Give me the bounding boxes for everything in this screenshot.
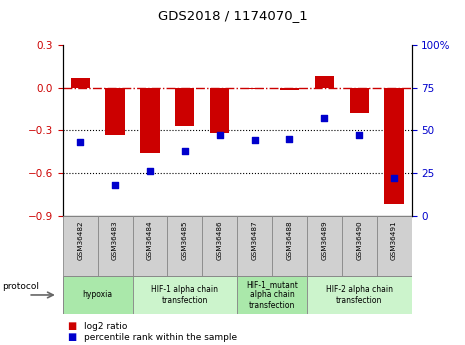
Bar bbox=[237, 216, 272, 276]
Bar bbox=[63, 216, 98, 276]
Text: percentile rank within the sample: percentile rank within the sample bbox=[84, 333, 237, 342]
Text: HIF-1 alpha chain
transfection: HIF-1 alpha chain transfection bbox=[151, 285, 219, 305]
Bar bbox=[133, 276, 237, 314]
Point bbox=[390, 175, 398, 181]
Text: ■: ■ bbox=[67, 333, 77, 342]
Text: GSM36485: GSM36485 bbox=[182, 220, 188, 260]
Text: GSM36483: GSM36483 bbox=[112, 220, 118, 260]
Bar bbox=[342, 216, 377, 276]
Text: GDS2018 / 1174070_1: GDS2018 / 1174070_1 bbox=[158, 9, 307, 22]
Bar bbox=[307, 276, 412, 314]
Bar bbox=[385, 88, 404, 204]
Bar bbox=[71, 78, 90, 88]
Bar bbox=[106, 88, 125, 135]
Text: protocol: protocol bbox=[2, 282, 40, 291]
Bar bbox=[140, 88, 159, 153]
Bar bbox=[245, 88, 264, 89]
Point bbox=[111, 182, 119, 188]
Bar bbox=[237, 276, 307, 314]
Text: GSM36490: GSM36490 bbox=[356, 220, 362, 260]
Text: HIF-1_mutant
alpha chain
transfection: HIF-1_mutant alpha chain transfection bbox=[246, 280, 298, 310]
Bar bbox=[272, 216, 307, 276]
Point bbox=[146, 168, 153, 174]
Text: hypoxia: hypoxia bbox=[83, 290, 113, 299]
Bar bbox=[175, 88, 194, 126]
Text: log2 ratio: log2 ratio bbox=[84, 322, 127, 331]
Text: HIF-2 alpha chain
transfection: HIF-2 alpha chain transfection bbox=[326, 285, 393, 305]
Text: GSM36484: GSM36484 bbox=[147, 220, 153, 260]
Text: GSM36489: GSM36489 bbox=[321, 220, 327, 260]
Bar bbox=[98, 216, 133, 276]
Text: GSM36486: GSM36486 bbox=[217, 220, 223, 260]
Point bbox=[76, 139, 84, 145]
Text: GSM36491: GSM36491 bbox=[391, 220, 397, 260]
Point bbox=[355, 132, 363, 138]
Bar bbox=[377, 216, 412, 276]
Text: GSM36487: GSM36487 bbox=[252, 220, 258, 260]
Point bbox=[320, 116, 328, 121]
Bar bbox=[63, 276, 133, 314]
Bar bbox=[133, 216, 167, 276]
Bar bbox=[280, 88, 299, 90]
Bar bbox=[307, 216, 342, 276]
Point bbox=[216, 132, 223, 138]
Bar bbox=[315, 76, 334, 88]
Text: GSM36488: GSM36488 bbox=[286, 220, 292, 260]
Text: ■: ■ bbox=[67, 321, 77, 331]
Point bbox=[181, 148, 188, 154]
Bar bbox=[350, 88, 369, 113]
Bar bbox=[167, 216, 202, 276]
Bar bbox=[202, 216, 237, 276]
Bar bbox=[210, 88, 229, 133]
Point bbox=[251, 138, 258, 143]
Point bbox=[286, 136, 293, 141]
Text: GSM36482: GSM36482 bbox=[77, 220, 83, 260]
